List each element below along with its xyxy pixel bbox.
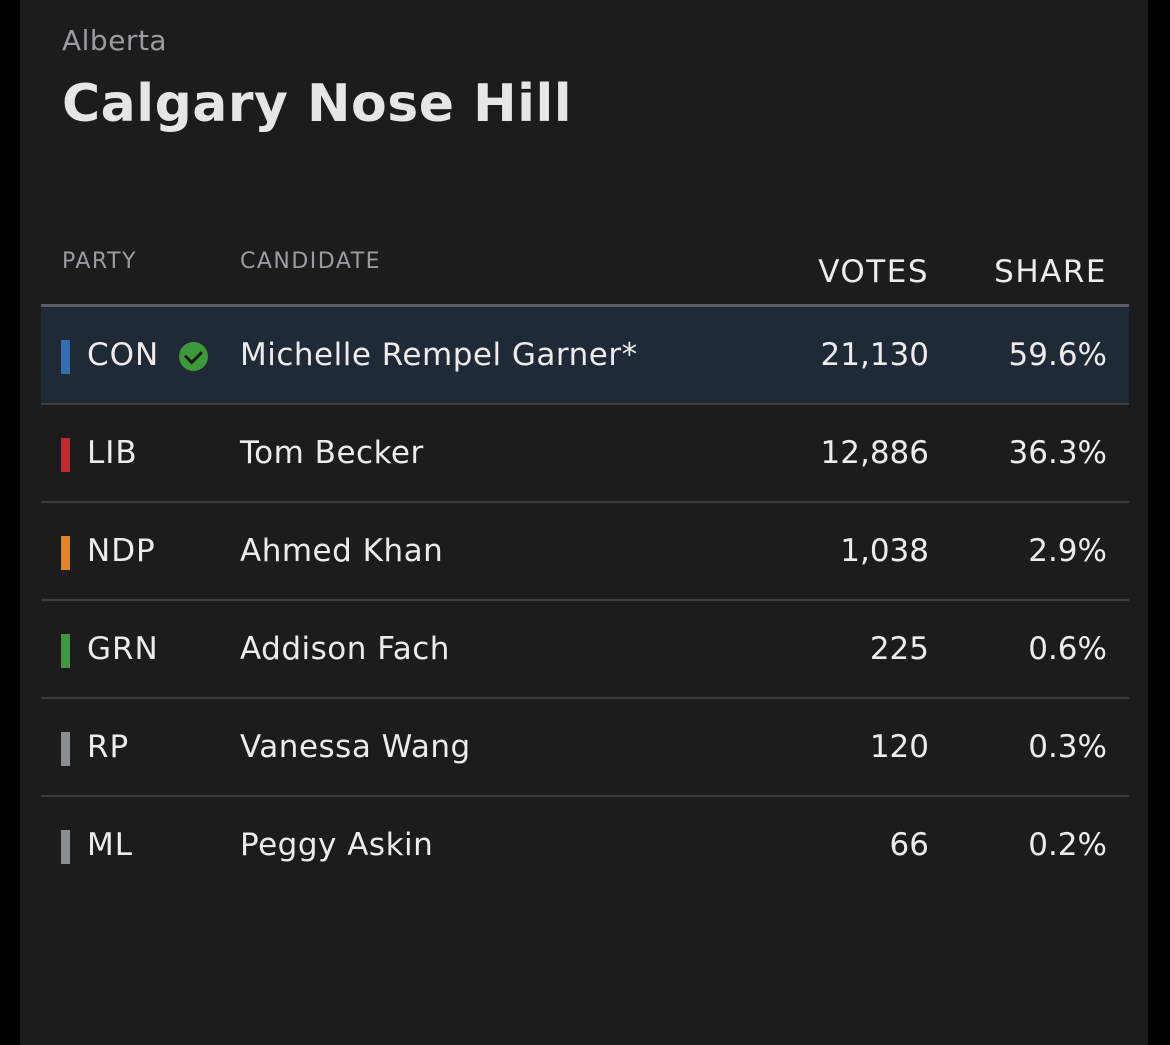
- vote-count: 1,038: [840, 533, 929, 569]
- vote-share: 36.3%: [1008, 435, 1107, 471]
- party-color-bar: [61, 438, 70, 472]
- party-code: GRN: [87, 631, 159, 667]
- candidate-name: Ahmed Khan: [240, 533, 444, 569]
- table-row: GRN Addison Fach 225 0.6%: [41, 601, 1129, 699]
- table-header: PARTY CANDIDATE VOTES SHARE: [41, 224, 1129, 307]
- column-header-party: PARTY: [62, 249, 137, 274]
- vote-share: 59.6%: [1008, 337, 1107, 373]
- check-circle-icon: [179, 342, 208, 371]
- vote-count: 225: [869, 631, 929, 667]
- vote-count: 66: [889, 827, 929, 863]
- results-card: Alberta Calgary Nose Hill PARTY CANDIDAT…: [20, 0, 1148, 1045]
- candidate-name: Tom Becker: [240, 435, 424, 471]
- candidate-name: Addison Fach: [240, 631, 450, 667]
- party-code: RP: [87, 729, 130, 765]
- candidate-name: Michelle Rempel Garner*: [240, 337, 638, 373]
- column-header-candidate: CANDIDATE: [240, 249, 382, 274]
- province-label: Alberta: [62, 24, 168, 57]
- party-color-bar: [61, 634, 70, 668]
- column-header-votes: VOTES: [818, 254, 929, 290]
- party-color-bar: [61, 340, 70, 374]
- table-row: LIB Tom Becker 12,886 36.3%: [41, 405, 1129, 503]
- vote-share: 0.2%: [1028, 827, 1107, 863]
- column-header-share: SHARE: [994, 254, 1107, 290]
- table-row: ML Peggy Askin 66 0.2%: [41, 797, 1129, 893]
- party-color-bar: [61, 830, 70, 864]
- party-code: NDP: [87, 533, 156, 569]
- vote-count: 12,886: [820, 435, 929, 471]
- party-code: LIB: [87, 435, 138, 471]
- vote-count: 21,130: [820, 337, 929, 373]
- party-color-bar: [61, 732, 70, 766]
- vote-share: 0.6%: [1028, 631, 1107, 667]
- vote-share: 0.3%: [1028, 729, 1107, 765]
- table-row: CON Michelle Rempel Garner* 21,130 59.6%: [41, 307, 1129, 405]
- table-row: NDP Ahmed Khan 1,038 2.9%: [41, 503, 1129, 601]
- vote-count: 120: [869, 729, 929, 765]
- party-color-bar: [61, 536, 70, 570]
- party-code: CON: [87, 337, 160, 373]
- party-code: ML: [87, 827, 134, 863]
- vote-share: 2.9%: [1028, 533, 1107, 569]
- table-row: RP Vanessa Wang 120 0.3%: [41, 699, 1129, 797]
- results-table: PARTY CANDIDATE VOTES SHARE CON Michelle…: [41, 224, 1129, 893]
- candidate-name: Peggy Askin: [240, 827, 434, 863]
- riding-title: Calgary Nose Hill: [62, 74, 573, 134]
- candidate-name: Vanessa Wang: [240, 729, 471, 765]
